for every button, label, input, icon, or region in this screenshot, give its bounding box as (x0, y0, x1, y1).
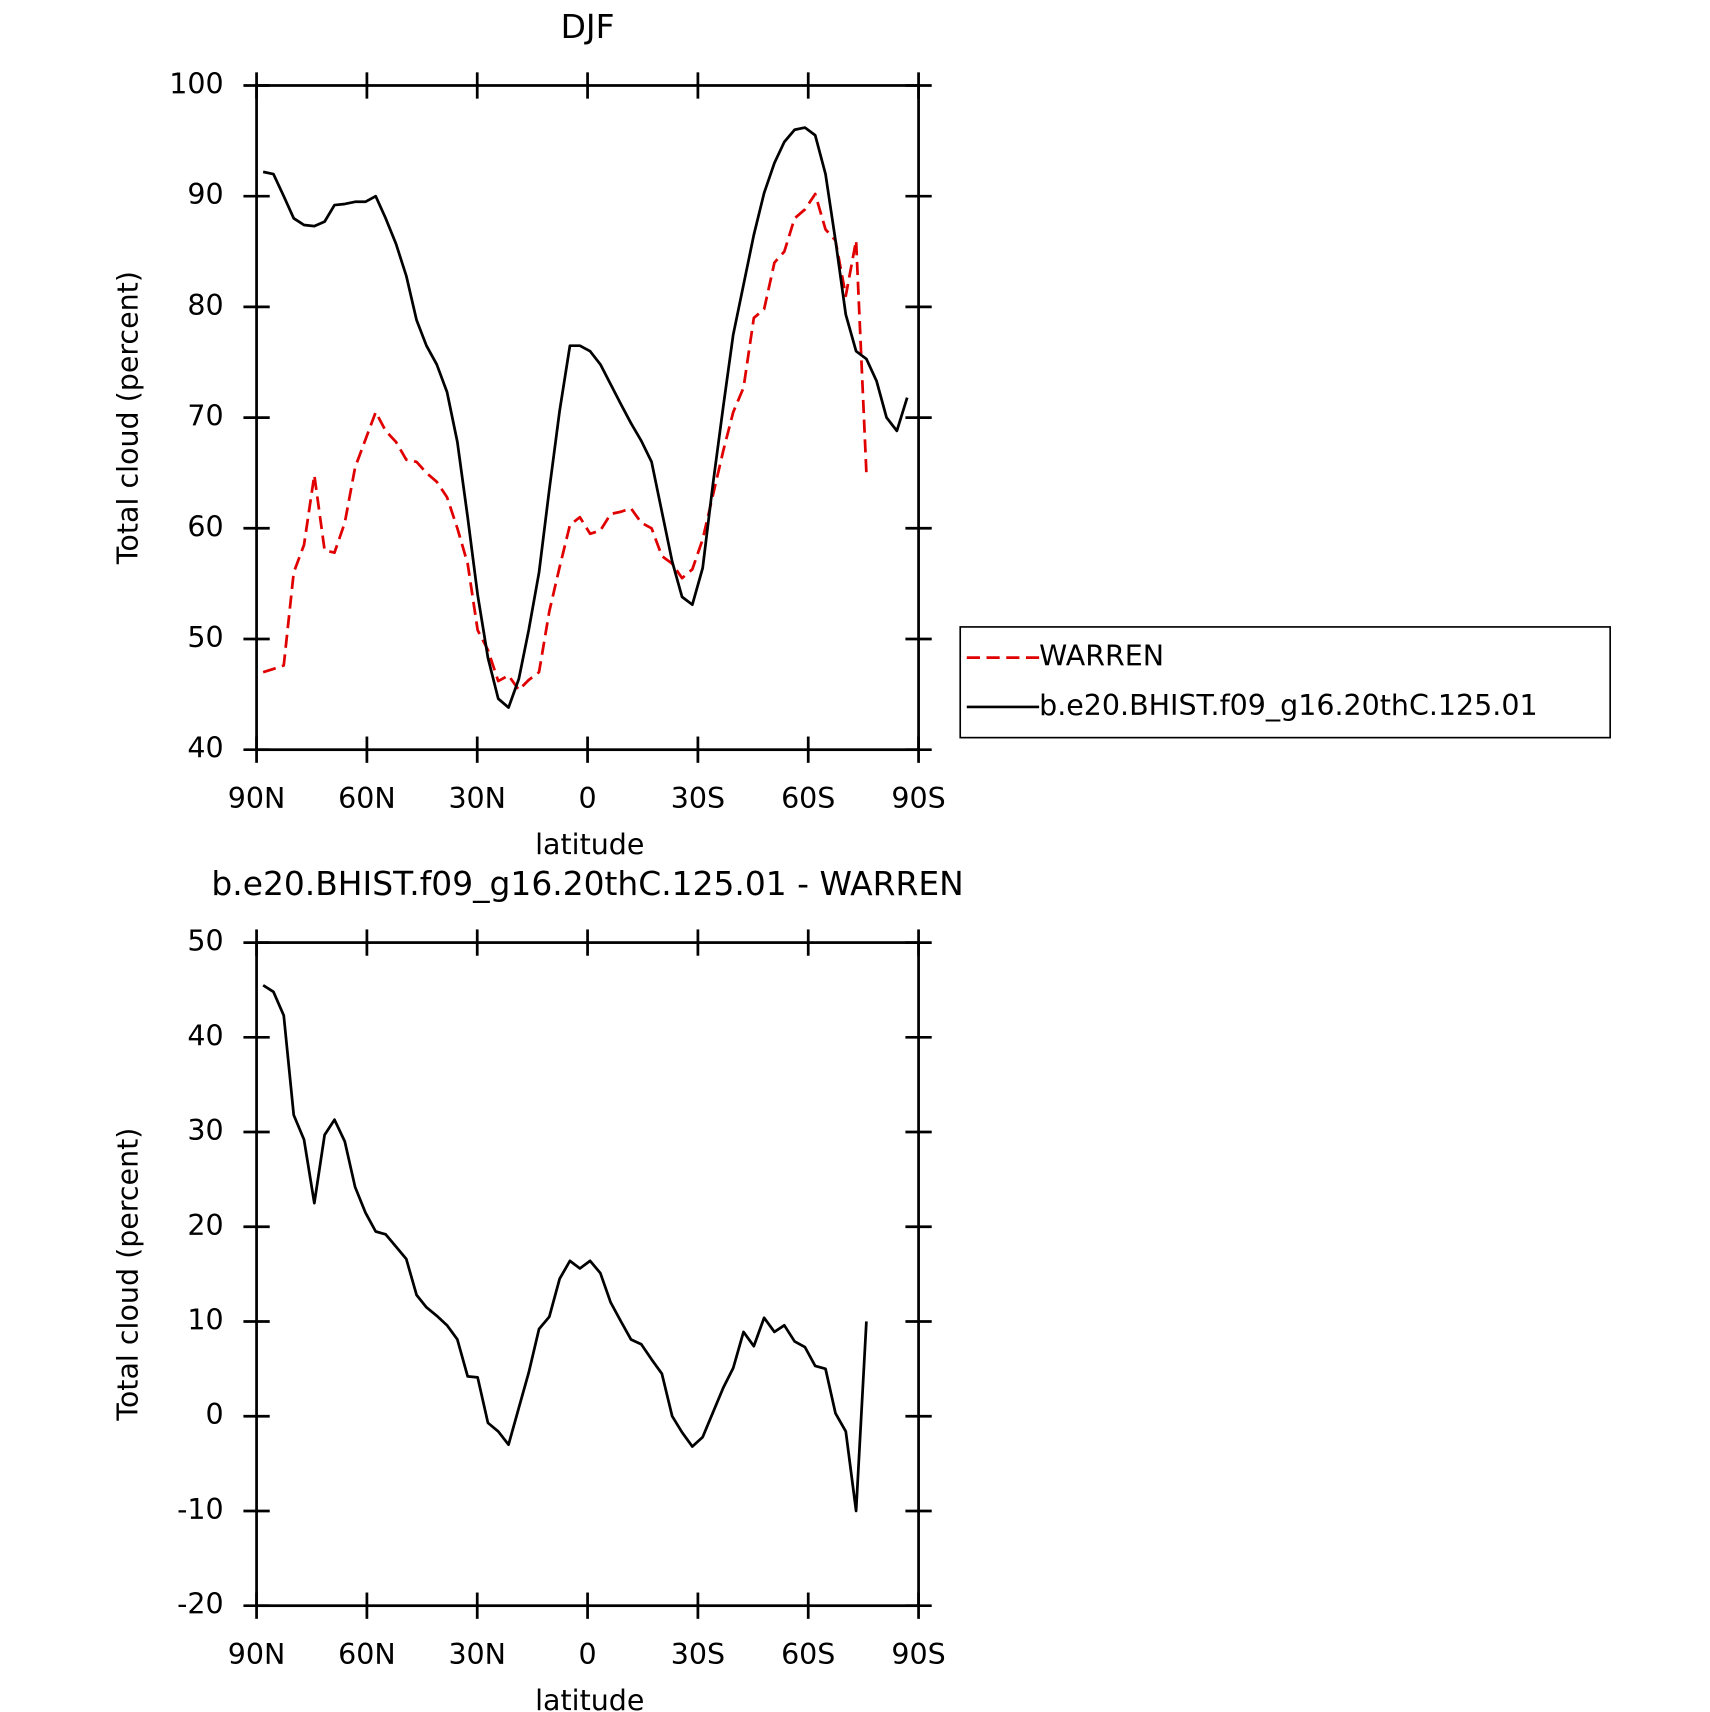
x-tick-label: 60S (781, 782, 835, 815)
x-axis-label: latitude (535, 828, 644, 861)
x-tick-label: 60N (338, 1638, 396, 1671)
x-tick-label: 90N (228, 782, 286, 815)
legend-label: b.e20.BHIST.f09_g16.20thC.125.01 (1039, 689, 1537, 722)
y-tick-label: 90 (187, 178, 223, 211)
y-tick-label: 50 (187, 925, 223, 958)
x-tick-label: 60S (781, 1638, 835, 1671)
y-axis-label: Total cloud (percent) (111, 1128, 144, 1422)
y-tick-label: -20 (177, 1588, 224, 1621)
x-axis-label: latitude (535, 1684, 644, 1712)
y-tick-label: 40 (187, 1019, 223, 1052)
legend: WARREN b.e20.BHIST.f09_g16.20thC.125.01 (959, 626, 1611, 739)
y-tick-label: 0 (206, 1398, 224, 1431)
data-line (262, 126, 909, 709)
y-tick-label: 60 (187, 510, 223, 543)
legend-label: WARREN (1039, 640, 1164, 673)
y-tick-label: 100 (169, 67, 223, 100)
y-tick-label: 10 (187, 1303, 223, 1336)
data-line (262, 984, 868, 1513)
x-tick-label: 60N (338, 782, 396, 815)
plot-frame (255, 84, 920, 752)
chart-title: b.e20.BHIST.f09_g16.20thC.125.01 - WARRE… (211, 864, 963, 903)
y-tick-label: 50 (187, 621, 223, 654)
chart-title: DJF (561, 7, 615, 46)
plot-frame (255, 941, 920, 1608)
y-tick-label: 30 (187, 1114, 223, 1147)
x-tick-label: 0 (579, 1638, 597, 1671)
data-line (262, 192, 868, 692)
x-tick-label: 0 (579, 782, 597, 815)
x-tick-label: 30S (671, 1638, 725, 1671)
x-tick-label: 90S (891, 1638, 945, 1671)
y-tick-label: -10 (177, 1493, 224, 1526)
y-tick-label: 40 (187, 732, 223, 765)
y-tick-label: 80 (187, 289, 223, 322)
x-tick-label: 30N (448, 782, 506, 815)
x-tick-label: 90S (891, 782, 945, 815)
y-tick-label: 70 (187, 400, 223, 433)
x-tick-label: 30S (671, 782, 725, 815)
legend-box (959, 626, 1611, 739)
x-tick-label: 30N (448, 1638, 506, 1671)
y-axis-label: Total cloud (percent) (111, 271, 144, 565)
y-tick-label: 20 (187, 1209, 223, 1242)
x-tick-label: 90N (228, 1638, 286, 1671)
